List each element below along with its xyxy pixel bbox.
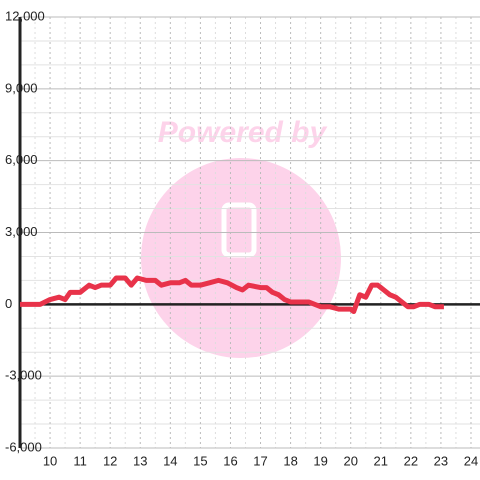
- x-tick-label: 11: [73, 453, 87, 468]
- y-tick-label: 12,000: [5, 8, 45, 23]
- watermark-icon: [221, 202, 257, 258]
- data-line: [20, 275, 444, 315]
- watermark-text: Powered by: [158, 116, 328, 149]
- y-tick-label: -3,000: [5, 368, 42, 383]
- x-tick-label: 23: [434, 453, 448, 468]
- x-tick-label: 14: [163, 453, 177, 468]
- grid: [20, 16, 480, 449]
- y-tick-label: -6,000: [5, 439, 42, 454]
- x-tick-label: 24: [464, 453, 478, 468]
- x-tick-label: 15: [193, 453, 207, 468]
- y-tick-label: 9,000: [5, 80, 38, 95]
- y-tick-label: 6,000: [5, 152, 38, 167]
- x-tick-label: 22: [404, 453, 418, 468]
- x-tick-label: 17: [253, 453, 267, 468]
- x-tick-label: 18: [283, 453, 297, 468]
- y-tick-label: 3,000: [5, 224, 38, 239]
- x-tick-label: 16: [223, 453, 237, 468]
- x-tick-label: 21: [374, 453, 388, 468]
- y-tick-label: 0: [5, 296, 12, 311]
- x-tick-label: 12: [103, 453, 117, 468]
- x-tick-label: 20: [343, 453, 357, 468]
- x-tick-label: 13: [133, 453, 147, 468]
- x-tick-label: 19: [313, 453, 327, 468]
- x-tick-label: 10: [43, 453, 57, 468]
- plot: [18, 17, 480, 448]
